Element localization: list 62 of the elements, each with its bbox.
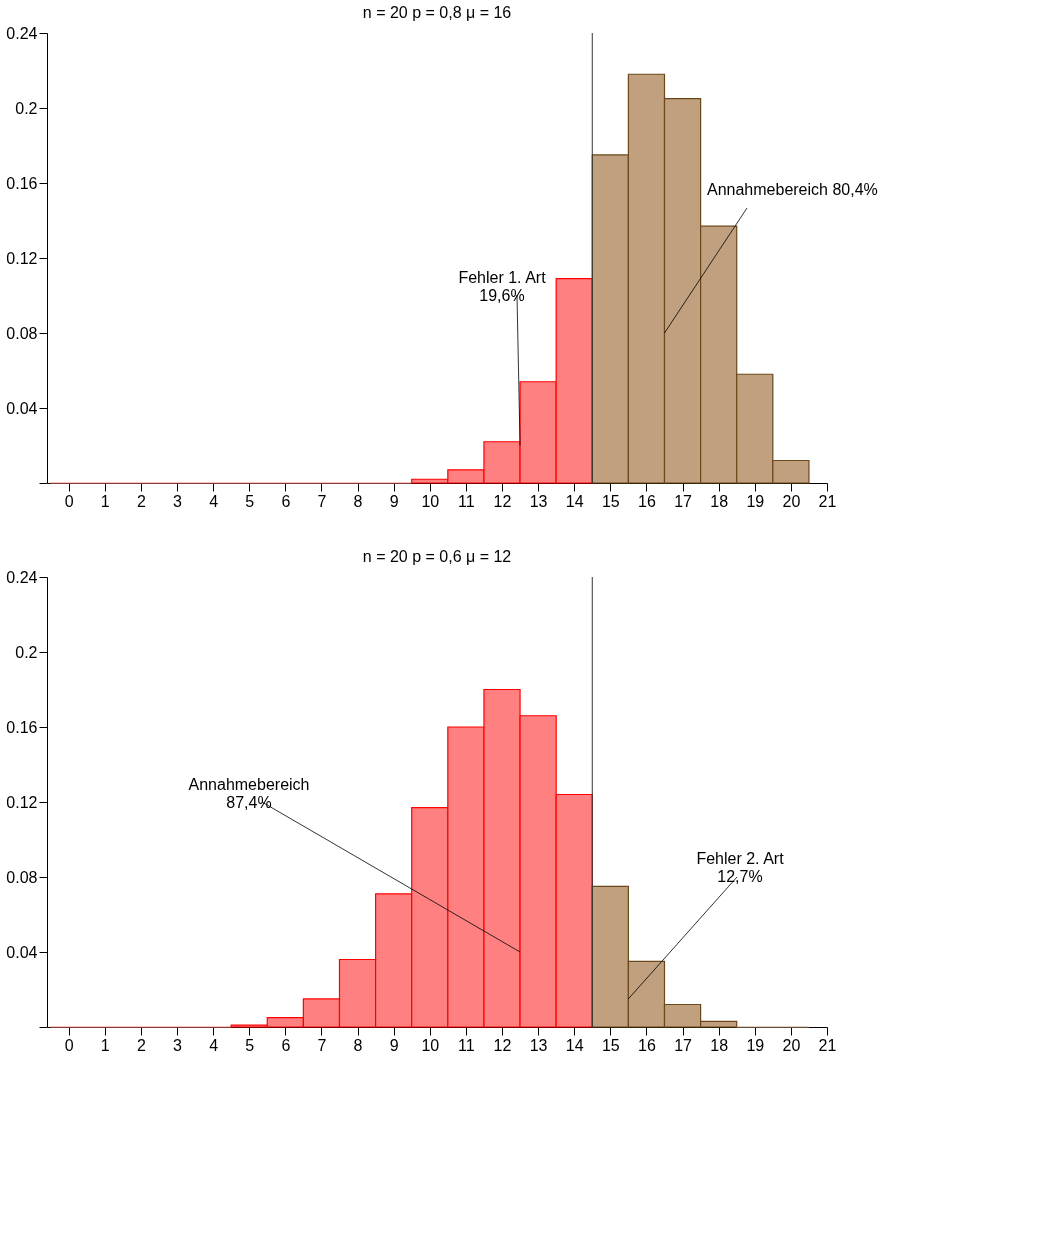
chart-title: n = 20 p = 0,6 μ = 12 bbox=[362, 548, 512, 565]
x-tick-label: 20 bbox=[782, 492, 801, 510]
x-tick-label: 2 bbox=[136, 492, 146, 510]
x-tick-label: 4 bbox=[209, 492, 219, 510]
x-tick-label: 5 bbox=[245, 492, 255, 510]
x-tick-label: 0 bbox=[64, 492, 74, 510]
y-tick-label: 0.2 bbox=[15, 99, 38, 117]
x-tick-label: 2 bbox=[136, 1036, 146, 1054]
annotation: Annahmebereich 80,4% bbox=[707, 181, 878, 198]
x-tick-label: 12 bbox=[493, 492, 512, 510]
x-tick-label: 6 bbox=[281, 1036, 291, 1054]
y-tick-label: 0.2 bbox=[15, 643, 38, 661]
x-tick-label: 16 bbox=[638, 1036, 656, 1054]
x-tick-label: 18 bbox=[710, 1036, 729, 1054]
x-tick-label: 14 bbox=[565, 1036, 584, 1054]
x-tick-label: 7 bbox=[317, 492, 327, 510]
y-tick-label: 0.12 bbox=[6, 793, 38, 811]
y-tick-label: 0.16 bbox=[6, 718, 38, 736]
x-tick-label: 13 bbox=[529, 492, 548, 510]
annotation: Annahmebereich 87,4% bbox=[188, 776, 310, 811]
x-tick-label: 14 bbox=[565, 492, 584, 510]
x-tick-label: 17 bbox=[674, 1036, 693, 1054]
chart-title: n = 20 p = 0,8 μ = 16 bbox=[362, 4, 512, 21]
x-tick-label: 11 bbox=[458, 1036, 475, 1054]
x-tick-label: 0 bbox=[64, 1036, 74, 1054]
x-tick-label: 5 bbox=[245, 1036, 255, 1054]
x-tick-label: 10 bbox=[421, 1036, 440, 1054]
y-tick-label: 0.24 bbox=[6, 568, 38, 586]
x-tick-label: 10 bbox=[421, 492, 440, 510]
x-tick-label: 9 bbox=[389, 492, 399, 510]
x-tick-label: 19 bbox=[746, 1036, 765, 1054]
x-tick-label: 7 bbox=[317, 1036, 327, 1054]
x-tick-label: 3 bbox=[173, 492, 183, 510]
x-tick-label: 13 bbox=[529, 1036, 548, 1054]
x-tick-label: 11 bbox=[458, 492, 475, 510]
x-tick-label: 8 bbox=[353, 492, 363, 510]
y-tick-label: 0.16 bbox=[6, 174, 38, 192]
x-tick-label: 6 bbox=[281, 492, 291, 510]
x-tick-label: 16 bbox=[638, 492, 656, 510]
x-tick-label: 21 bbox=[818, 1036, 837, 1054]
x-tick-label: 4 bbox=[209, 1036, 219, 1054]
x-tick-label: 1 bbox=[100, 1036, 110, 1054]
y-tick-label: 0.24 bbox=[6, 24, 38, 42]
x-tick-label: 21 bbox=[818, 492, 837, 510]
x-tick-label: 20 bbox=[782, 1036, 801, 1054]
x-tick-label: 19 bbox=[746, 492, 765, 510]
x-tick-label: 18 bbox=[710, 492, 729, 510]
x-tick-label: 3 bbox=[173, 1036, 183, 1054]
x-tick-label: 9 bbox=[389, 1036, 399, 1054]
x-tick-label: 1 bbox=[100, 492, 110, 510]
annotation: Fehler 1. Art 19,6% bbox=[458, 269, 547, 304]
y-tick-label: 0.04 bbox=[6, 943, 38, 961]
x-tick-label: 8 bbox=[353, 1036, 363, 1054]
y-tick-label: 0.08 bbox=[6, 868, 38, 886]
x-tick-label: 15 bbox=[601, 492, 620, 510]
x-tick-label: 12 bbox=[493, 1036, 512, 1054]
annotation: Fehler 2. Art 12,7% bbox=[696, 850, 785, 885]
y-tick-label: 0.12 bbox=[6, 249, 38, 267]
x-tick-label: 17 bbox=[674, 492, 693, 510]
y-tick-label: 0.04 bbox=[6, 399, 38, 417]
y-tick-label: 0.08 bbox=[6, 324, 38, 342]
x-tick-label: 15 bbox=[601, 1036, 620, 1054]
